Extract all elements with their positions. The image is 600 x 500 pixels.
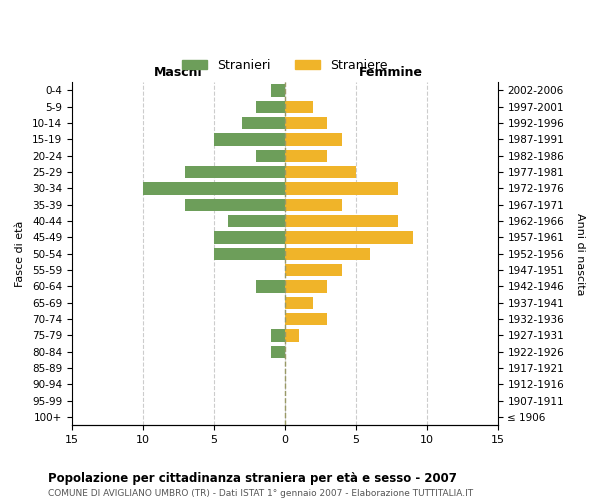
Text: Maschi: Maschi — [154, 66, 203, 79]
Bar — [271, 346, 285, 358]
Bar — [185, 198, 285, 211]
Bar — [185, 166, 285, 178]
Text: Popolazione per cittadinanza straniera per età e sesso - 2007: Popolazione per cittadinanza straniera p… — [48, 472, 457, 485]
Bar — [285, 166, 356, 178]
Bar — [285, 248, 370, 260]
Bar — [256, 150, 285, 162]
Text: COMUNE DI AVIGLIANO UMBRO (TR) - Dati ISTAT 1° gennaio 2007 - Elaborazione TUTTI: COMUNE DI AVIGLIANO UMBRO (TR) - Dati IS… — [48, 488, 473, 498]
Bar — [242, 117, 285, 129]
Bar — [285, 313, 328, 325]
Text: Femmine: Femmine — [359, 66, 423, 79]
Bar — [285, 134, 341, 145]
Bar — [285, 198, 341, 211]
Bar — [271, 330, 285, 342]
Bar — [285, 182, 398, 194]
Bar — [214, 134, 285, 145]
Bar — [285, 215, 398, 227]
Bar — [256, 100, 285, 113]
Bar — [271, 84, 285, 96]
Bar — [214, 248, 285, 260]
Y-axis label: Fasce di età: Fasce di età — [15, 220, 25, 287]
Bar — [214, 232, 285, 243]
Bar — [285, 264, 341, 276]
Bar — [285, 100, 313, 113]
Bar — [285, 330, 299, 342]
Bar — [285, 117, 328, 129]
Bar — [285, 280, 328, 292]
Bar — [285, 150, 328, 162]
Bar — [228, 215, 285, 227]
Legend: Stranieri, Straniere: Stranieri, Straniere — [177, 54, 393, 77]
Y-axis label: Anni di nascita: Anni di nascita — [575, 212, 585, 295]
Bar — [143, 182, 285, 194]
Bar — [285, 296, 313, 309]
Bar — [285, 232, 413, 243]
Bar — [256, 280, 285, 292]
